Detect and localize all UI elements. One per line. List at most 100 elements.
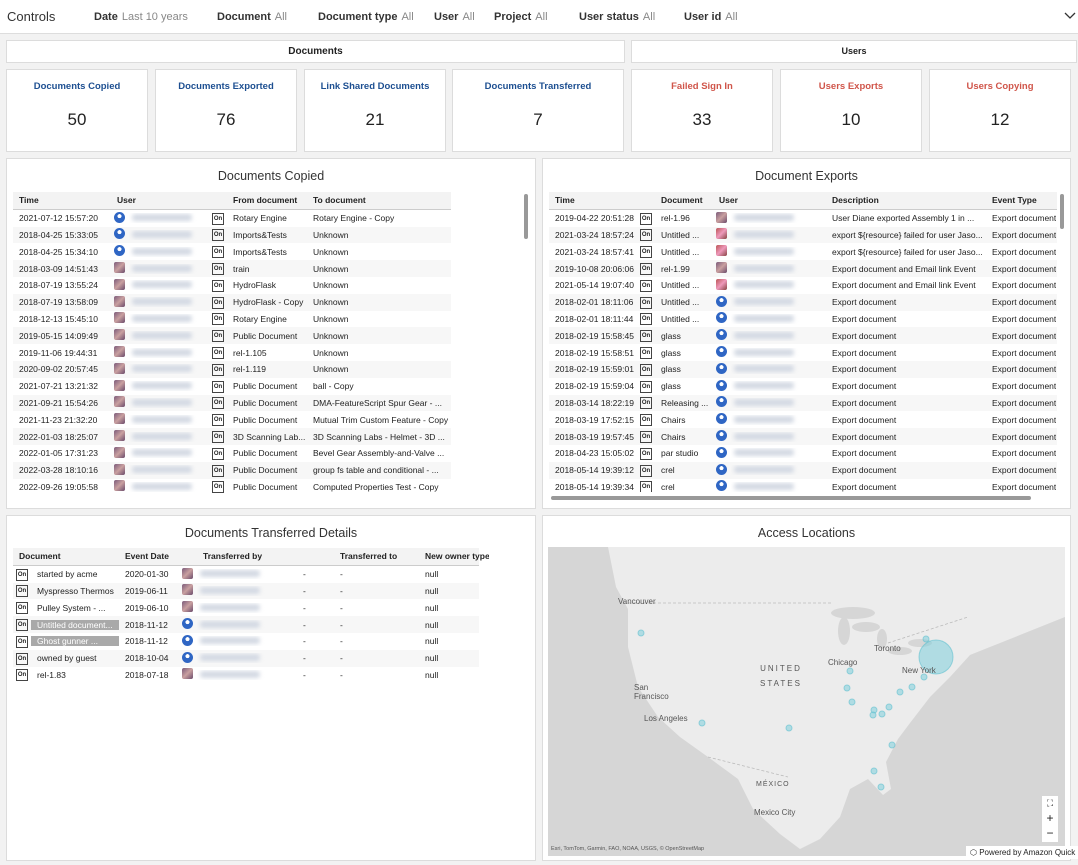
table-row[interactable]: 2018-02-19 15:58:51 On glass Export documen…: [549, 344, 1057, 361]
table-row[interactable]: 2018-03-19 19:57:45 On Chairs Export docume…: [549, 428, 1057, 445]
table-cell: [713, 379, 731, 393]
document-icon: On: [212, 296, 224, 309]
table-cell: 2019-11-06 19:44:31: [19, 347, 98, 358]
column-header: Event Date: [125, 551, 169, 562]
table-row[interactable]: 2021-11-23 21:32:20 On Public Document Mutu…: [13, 411, 451, 428]
table-row[interactable]: 2019-04-22 20:51:28 On rel-1.96 User Diane …: [549, 210, 1057, 227]
table-row[interactable]: 2021-09-21 15:54:26 On Public Document DMA-…: [13, 394, 451, 412]
table-cell: -: [340, 669, 343, 680]
map[interactable]: CANADA Vancouver Chicago Toronto New York UNI…: [548, 547, 1065, 856]
document-icon: On: [640, 464, 652, 477]
table-row[interactable]: 2018-12-13 15:45:10 On Rotary Engine Unknow…: [13, 311, 451, 328]
kpi-label: Link Shared Documents: [320, 81, 430, 92]
filter[interactable]: Project All: [494, 11, 579, 23]
table-cell: Export document: [832, 381, 897, 392]
table-cell: Untitled document...: [31, 619, 119, 630]
table-cell: Unknown: [313, 263, 349, 274]
table-row[interactable]: 2021-05-14 19:07:40 On Untitled ... Export …: [549, 277, 1057, 294]
user-avatar: [114, 379, 125, 391]
table-cell: [111, 379, 129, 393]
filter[interactable]: User id All: [684, 11, 754, 23]
table-row[interactable]: 2022-01-03 18:25:07 On 3D Scanning Lab... 3…: [13, 428, 451, 445]
table-row[interactable]: 2019-10-08 20:06:06 On rel-1.99 Export docu…: [549, 260, 1057, 277]
table-row[interactable]: 2018-02-01 18:11:44 On Untitled ... Export …: [549, 311, 1057, 328]
table-cell: [731, 247, 826, 257]
table-row[interactable]: On Ghost gunner ... 2018-11-12 - - null: [13, 633, 479, 650]
redacted-user: [132, 398, 192, 406]
scrollbar[interactable]: [551, 496, 1031, 500]
table-row[interactable]: 2018-07-19 13:58:09 On HydroFlask - Copy Un…: [13, 293, 451, 311]
table-cell: Public Document: [233, 330, 298, 341]
table-row[interactable]: 2021-07-12 15:57:20 On Rotary Engine Rotary…: [13, 210, 451, 227]
table-row[interactable]: 2018-03-19 17:52:15 On Chairs Export docume…: [549, 411, 1057, 428]
filter[interactable]: User status All: [579, 11, 684, 23]
table-row[interactable]: On Pulley System - ... 2019-06-10 - - null: [13, 599, 479, 616]
table-row[interactable]: 2018-07-19 13:55:24 On HydroFlask Unknown: [13, 277, 451, 294]
table-cell: [129, 465, 209, 475]
table-row[interactable]: On owned by guest 2018-10-04 - - null: [13, 649, 479, 667]
table-row[interactable]: 2018-02-19 15:58:45 On glass Export documen…: [549, 327, 1057, 345]
table-row[interactable]: 2019-05-15 14:09:49 On Public Document Unkn…: [13, 327, 451, 345]
table-row[interactable]: 2018-02-19 15:59:01 On glass Export documen…: [549, 360, 1057, 378]
zoom-fit-button[interactable]: ⛶: [1046, 798, 1054, 808]
table-cell: On: [637, 228, 655, 242]
table-row[interactable]: On started by acme 2020-01-30 - - null: [13, 566, 479, 583]
collapse-chevron[interactable]: [1064, 11, 1076, 21]
table-cell: -: [340, 653, 343, 664]
table-row[interactable]: On Myspresso Thermos 2019-06-11 - - null: [13, 582, 479, 600]
map-label: Chicago: [828, 658, 858, 667]
table-row[interactable]: 2018-05-14 19:39:12 On crel Export document…: [549, 461, 1057, 479]
redacted-user: [734, 432, 794, 440]
table-cell: 2019-06-10: [125, 602, 169, 613]
table-row[interactable]: 2020-09-02 20:57:45 On rel-1.119 Unknown: [13, 360, 451, 378]
table-cell: On: [637, 329, 655, 343]
table-row[interactable]: On rel-1.83 2018-07-18 - - null: [13, 667, 479, 684]
table-cell: On: [13, 635, 31, 648]
table-row[interactable]: 2022-03-28 18:10:16 On Public Document grou…: [13, 461, 451, 479]
filter[interactable]: User All: [434, 11, 494, 23]
table-cell: [111, 396, 129, 409]
table-row[interactable]: 2019-11-06 19:44:31 On rel-1.105 Unknown: [13, 344, 451, 361]
document-icon: On: [640, 313, 652, 326]
table-row[interactable]: 2021-03-24 18:57:24 On Untitled ... export …: [549, 226, 1057, 244]
filter[interactable]: Date Last 10 years: [94, 11, 217, 23]
table-cell: On: [13, 652, 31, 665]
panel: Document Exports Time Document User Descrip…: [542, 158, 1071, 509]
table-cell: HydroFlask - Copy: [233, 297, 304, 308]
table-cell: [179, 651, 197, 665]
redacted-user: [200, 586, 260, 594]
table-row[interactable]: 2018-02-01 18:11:06 On Untitled ... Export …: [549, 293, 1057, 311]
scrollbar[interactable]: [1060, 194, 1064, 229]
document-icon: On: [640, 447, 652, 460]
table-row[interactable]: 2018-04-25 15:33:05 On Imports&Tests Unknow…: [13, 226, 451, 244]
filter[interactable]: Document All: [217, 11, 318, 23]
document-icon: On: [640, 347, 652, 360]
table-row[interactable]: 2018-03-09 14:51:43 On train Unknown: [13, 260, 451, 277]
scrollbar[interactable]: [524, 194, 528, 239]
table-row[interactable]: 2022-09-26 19:05:58 On Public Document Comp…: [13, 479, 451, 496]
table-cell: Export document: [832, 297, 897, 308]
table-row[interactable]: 2018-03-14 18:22:19 On Releasing ... Export…: [549, 394, 1057, 412]
table-row[interactable]: 2018-04-25 15:34:10 On Imports&Tests Unknow…: [13, 243, 451, 260]
document-icon: On: [212, 414, 224, 427]
table-row[interactable]: 2022-01-05 17:31:23 On Public Document Beve…: [13, 445, 451, 462]
table-row[interactable]: 2021-03-24 18:57:41 On Untitled ... export …: [549, 243, 1057, 260]
table-row[interactable]: On Untitled document... 2018-11-12 - - null: [13, 616, 479, 633]
redacted-user: [132, 314, 192, 322]
table-row[interactable]: 2018-02-19 15:59:04 On glass Export documen…: [549, 378, 1057, 395]
zoom-in-button[interactable]: +: [1046, 811, 1054, 825]
table-cell: 2018-03-09 14:51:43: [19, 263, 98, 274]
table-cell: crel: [661, 465, 675, 476]
filter[interactable]: Document type All: [318, 11, 434, 23]
table-row[interactable]: 2021-07-21 13:21:32 On Public Document ball…: [13, 378, 451, 395]
table-row[interactable]: 2018-05-14 19:39:34 On crel Export document…: [549, 479, 1057, 492]
table-cell: On: [637, 212, 655, 225]
kpi-label: Documents Copied: [33, 81, 121, 92]
filter-label: User id: [684, 11, 722, 23]
zoom-out-button[interactable]: −: [1046, 826, 1054, 840]
table-row[interactable]: 2018-04-23 15:05:02 On par studio Export do…: [549, 445, 1057, 462]
table-cell: [129, 280, 209, 290]
column-header: User: [117, 195, 136, 206]
document-icon: On: [212, 481, 224, 494]
redacted-user: [200, 670, 260, 678]
